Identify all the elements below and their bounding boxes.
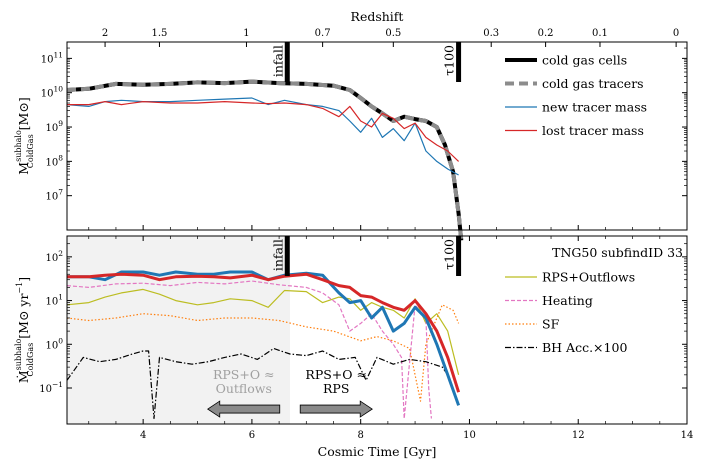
bottom-xtick-layer: 4 6 8 10 12 14 xyxy=(88,236,694,441)
ytick-label: 10−1 xyxy=(39,380,63,395)
legend-label: cold gas cells xyxy=(542,53,627,68)
bottom-ytick-layer: 10−1 100 101 102 xyxy=(39,235,687,395)
redshift-tick-label: 1.5 xyxy=(152,28,168,39)
legend-label: BH Acc.×100 xyxy=(542,340,627,355)
top-ylabel-sup: subhalo xyxy=(14,130,23,162)
annotation-text: RPS+O ≈ xyxy=(305,367,367,382)
bottom-panel: infall τ100 10−1 100 101 102 4 6 8 10 12 14 Cosmi… xyxy=(14,235,694,459)
ytick-label: 108 xyxy=(45,153,63,168)
legend-label: Heating xyxy=(542,293,593,308)
redshift-axis-label: Redshift xyxy=(351,9,404,24)
top-xtick-layer xyxy=(88,225,688,230)
redshift-tick-label: 0.5 xyxy=(385,28,401,39)
legend-label: RPS+Outflows xyxy=(542,270,635,285)
ytick-label: 107 xyxy=(45,188,63,203)
marker-bar-1 xyxy=(456,42,462,82)
ytick-label: 102 xyxy=(45,249,63,264)
bottom-legend-title: TNG50 subfindID 33 xyxy=(552,245,683,260)
redshift-tick-label: 0.2 xyxy=(538,28,554,39)
bot-ylabel-unit-exp: −1 xyxy=(15,282,24,294)
marker-bar-0 xyxy=(284,236,290,276)
heating-line xyxy=(66,280,432,420)
marker-bar-0 xyxy=(284,42,290,82)
redshift-tick-label: 2 xyxy=(102,28,108,39)
xtick-label: 4 xyxy=(140,430,146,441)
redshift-tick-label: 1 xyxy=(243,28,249,39)
ytick-label: 1010 xyxy=(41,85,64,100)
bot-ylabel-sub: ColdGas xyxy=(26,343,35,377)
bottom-marker-layer: infall τ100 xyxy=(270,236,462,276)
x-axis-label: Cosmic Time [Gyr] xyxy=(318,444,437,459)
redshift-tick-label: 0.3 xyxy=(483,28,499,39)
bot-ylabel-base: Ṁ xyxy=(16,370,31,383)
redshift-tick-label: 0.1 xyxy=(592,28,608,39)
top-ylabel-unit: [M⊙] xyxy=(16,97,31,130)
top-y-axis-label: Msubhalo ColdGas [M⊙] xyxy=(14,97,35,174)
annotation-text: RPS+O ≈ xyxy=(213,367,275,382)
top-ylabel-sub: ColdGas xyxy=(26,134,35,168)
xtick-label: 12 xyxy=(572,430,585,441)
ytick-label: 101 xyxy=(45,293,63,308)
top-marker-layer: infall τ100 xyxy=(270,42,462,82)
legend-label: cold gas tracers xyxy=(542,76,644,91)
legend-label: SF xyxy=(542,317,560,332)
xtick-label: 10 xyxy=(463,430,476,441)
annotation-text: Outflows xyxy=(216,381,272,396)
ytick-label: 100 xyxy=(45,336,63,351)
redshift-tick-layer: 2 1.5 1 0.7 0.5 0.3 0.2 0.1 0 xyxy=(102,28,679,47)
redshift-tick-label: 0 xyxy=(673,28,679,39)
series-5-line xyxy=(67,272,461,393)
bottom-legend: RPS+Outflows Heating SF BH Acc.×100 xyxy=(505,270,635,355)
bottom-series-layer xyxy=(66,270,461,420)
ytick-label: 109 xyxy=(45,119,63,134)
bottom-y-axis-label: Ṁsubhalo ColdGas [M⊙ yr−1] xyxy=(14,277,35,383)
legend-label: new tracer mass xyxy=(542,100,647,115)
sf-line xyxy=(66,304,460,402)
bot-ylabel-unit: [M⊙ yr xyxy=(16,294,31,339)
top-ytick-layer: 107 108 109 1010 1011 xyxy=(41,41,687,203)
marker-bar-1 xyxy=(456,236,462,276)
top-axes-frame xyxy=(66,41,688,231)
xtick-label: 14 xyxy=(681,430,694,441)
legend-label: lost tracer mass xyxy=(542,123,644,138)
bottom-axes-frame xyxy=(66,235,688,425)
bot-ylabel-unit-end: ] xyxy=(16,277,31,282)
top-series-layer xyxy=(66,79,464,241)
bot-ylabel-sup: subhalo xyxy=(14,338,23,370)
top-ylabel-base: M xyxy=(16,162,31,175)
annotation-arrow-left xyxy=(207,400,281,418)
lost-tracer-mass-line xyxy=(67,100,460,162)
annotation-text: RPS xyxy=(323,381,349,396)
marker-label-1: τ100 xyxy=(442,45,457,76)
rps-outflows-shaded-region xyxy=(67,236,290,424)
xtick-label: 8 xyxy=(357,430,363,441)
marker-label-0: infall xyxy=(270,45,285,77)
marker-label-1: τ100 xyxy=(442,239,457,270)
top-legend: cold gas cells cold gas tracers new tracer… xyxy=(505,53,647,138)
new-tracer-mass-line xyxy=(66,97,459,176)
bh-acc-100-line xyxy=(66,347,449,420)
annotation-arrow-right xyxy=(299,400,373,418)
top-panel: infall τ100 107 108 109 1010 1011 2 1.5 1 0.7 0.5… xyxy=(14,9,688,241)
cold-gas-cells-line xyxy=(66,79,464,241)
redshift-tick-label: 0.7 xyxy=(315,28,331,39)
cold-gas-tracers-line xyxy=(66,79,464,241)
ytick-label: 1011 xyxy=(41,50,63,65)
xtick-label: 6 xyxy=(249,430,255,441)
marker-label-0: infall xyxy=(270,239,285,271)
